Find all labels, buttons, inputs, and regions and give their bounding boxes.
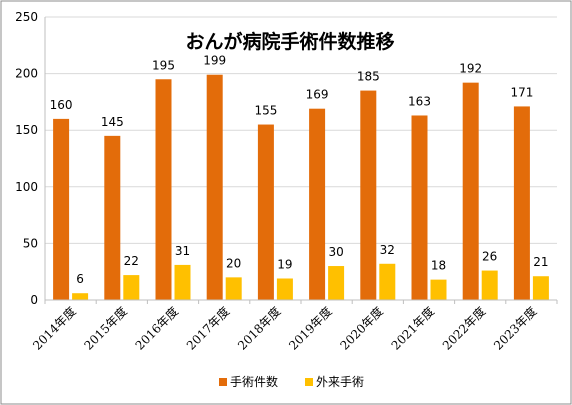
bar-outpatient-surgeries	[328, 266, 345, 300]
data-label: 155	[254, 104, 277, 118]
bar-outpatient-surgeries	[174, 264, 191, 300]
bar-surgeries	[309, 108, 326, 300]
data-label: 145	[101, 115, 124, 129]
data-label: 160	[50, 98, 73, 112]
bar-outpatient-surgeries	[481, 270, 498, 300]
y-tick-label: 250	[15, 10, 38, 24]
y-axis: 0 50 100 150 200 250	[15, 10, 46, 307]
data-label: 6	[76, 272, 84, 286]
data-label: 26	[482, 250, 497, 264]
bar-surgeries	[104, 135, 121, 300]
bar-surgeries	[155, 79, 172, 300]
data-label: 169	[306, 88, 329, 102]
bar-surgeries	[360, 90, 377, 300]
bar-outpatient-surgeries	[276, 278, 293, 300]
bar-outpatient-surgeries	[123, 275, 140, 300]
legend-swatch	[219, 378, 227, 386]
data-label: 21	[533, 255, 548, 269]
bar-surgeries	[206, 74, 223, 301]
legend-swatch	[305, 378, 313, 386]
bar-outpatient-surgeries	[430, 279, 447, 300]
data-label: 171	[510, 85, 533, 99]
data-label: 20	[226, 256, 241, 270]
bar-outpatient-surgeries	[379, 263, 396, 300]
bar-outpatient-surgeries	[532, 276, 549, 300]
y-tick-label: 50	[23, 236, 38, 250]
y-tick-label: 0	[30, 293, 38, 307]
data-label: 185	[357, 70, 380, 84]
data-label: 195	[152, 58, 175, 72]
legend-label: 手術件数	[230, 374, 278, 389]
data-label: 30	[328, 245, 343, 259]
data-label: 31	[175, 244, 190, 258]
y-tick-label: 100	[15, 180, 38, 194]
bar-surgeries	[257, 124, 274, 300]
data-label: 32	[380, 243, 395, 257]
legend-label: 外来手術	[316, 375, 364, 389]
data-label: 22	[124, 254, 139, 268]
y-tick-label: 150	[15, 123, 38, 137]
legend: 手術件数 外来手術	[219, 374, 364, 389]
data-labels: 160 6 145 22 195 31 199 20 155 19 169 30 185 32 163 18 1…	[50, 54, 549, 286]
y-tick-label: 200	[15, 67, 38, 81]
bar-surgeries	[53, 118, 70, 300]
bar-surgeries	[513, 106, 530, 300]
chart-title: おんが病院手術件数推移	[185, 30, 394, 53]
data-label: 163	[408, 94, 431, 108]
bar-surgeries	[462, 82, 479, 300]
bars	[53, 74, 549, 301]
bar-outpatient-surgeries	[72, 293, 89, 300]
bar-outpatient-surgeries	[225, 277, 242, 300]
data-label: 18	[431, 259, 446, 273]
data-label: 192	[459, 62, 482, 76]
data-label: 199	[203, 54, 226, 68]
data-label: 19	[277, 257, 292, 271]
bar-surgeries	[411, 115, 428, 300]
